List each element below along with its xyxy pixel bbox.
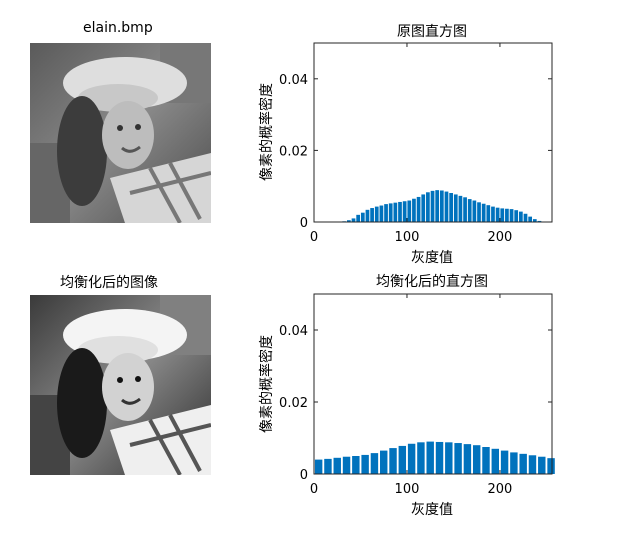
y-tick-label: 0.04 <box>279 324 308 339</box>
histogram-bar <box>463 197 467 222</box>
original-histogram-title: 原图直方图 <box>397 23 467 40</box>
original-histogram-bars <box>342 190 546 222</box>
histogram-bar <box>417 442 425 474</box>
histogram-bar <box>472 200 477 222</box>
histogram-bar <box>500 208 505 222</box>
y-tick-label: 0.02 <box>279 396 308 411</box>
histogram-bar <box>491 448 500 474</box>
histogram-bar <box>500 450 509 474</box>
equalized-histogram: 均衡化后的直方图 0 100 200 0 0.02 0.04 灰度值 像素的概率密度 <box>258 273 555 518</box>
histogram-bar <box>518 211 523 222</box>
original-histogram-ylabel: 像素的概率密度 <box>258 83 275 181</box>
histogram-bar <box>537 220 542 222</box>
histogram-bar <box>370 453 379 474</box>
histogram-bar <box>528 216 533 222</box>
histogram-bar <box>412 198 416 222</box>
histogram-bar <box>389 448 397 474</box>
histogram-bar <box>407 443 416 474</box>
histogram-bar <box>467 199 472 222</box>
original-histogram: 原图直方图 0 100 200 0 0.02 0.04 灰度值 像素的概率密度 <box>258 23 553 266</box>
equalized-histogram-title: 均衡化后的直方图 <box>376 273 488 290</box>
histogram-bar <box>509 209 514 222</box>
histogram-bar <box>416 196 421 222</box>
y-tick-label: 0 <box>300 216 308 231</box>
y-tick-label: 0 <box>300 468 308 483</box>
equalized-histogram-ylabel: 像素的概率密度 <box>258 335 275 433</box>
histogram-bar <box>333 457 341 474</box>
histogram-bar <box>374 206 379 222</box>
equalized-image-title: 均衡化后的图像 <box>60 275 158 291</box>
histogram-bar <box>547 458 555 474</box>
histogram-bar <box>342 456 351 474</box>
histogram-bar <box>538 456 546 474</box>
x-tick-label: 200 <box>488 482 513 497</box>
equalized-histogram-bars <box>314 441 555 474</box>
histogram-bar <box>393 202 398 222</box>
histogram-bar <box>514 210 519 222</box>
x-tick-label: 100 <box>395 482 420 497</box>
histogram-bar <box>351 218 356 222</box>
histogram-bar <box>449 193 453 222</box>
histogram-bar <box>439 190 444 222</box>
x-tick-label: 0 <box>310 230 318 245</box>
histogram-bar <box>445 442 453 474</box>
histogram-bar <box>407 200 412 222</box>
histogram-bar <box>495 207 500 222</box>
histogram-bar <box>426 192 430 222</box>
histogram-bar <box>528 455 537 474</box>
y-tick-label: 0.02 <box>279 144 308 159</box>
histogram-bar <box>430 190 435 222</box>
histogram-bar <box>384 204 388 222</box>
histogram-bar <box>472 445 481 474</box>
histogram-bar <box>435 190 440 222</box>
histogram-bar <box>510 452 518 474</box>
histogram-bar <box>402 201 407 222</box>
histogram-bar <box>454 443 462 474</box>
x-tick-label: 200 <box>488 230 513 245</box>
equalized-histogram-axes <box>313 293 553 475</box>
histogram-bar <box>444 191 449 222</box>
original-histogram-xlabel: 灰度值 <box>411 250 453 266</box>
equalized-histogram-xlabel: 灰度值 <box>411 502 453 518</box>
histogram-bar <box>505 208 509 222</box>
histogram-bar <box>352 456 360 474</box>
histogram-bar <box>523 213 528 222</box>
histogram-bar <box>361 454 369 474</box>
histogram-bar <box>491 206 495 222</box>
histogram-bar <box>360 212 365 222</box>
histogram-bar <box>356 214 361 222</box>
histogram-bar <box>370 208 374 222</box>
histogram-bar <box>477 202 481 222</box>
histogram-bar <box>379 205 384 222</box>
histogram-bar <box>481 203 486 222</box>
histogram-bar <box>398 445 407 474</box>
histogram-bar <box>486 205 491 222</box>
histogram-bar <box>421 194 426 222</box>
histogram-bar <box>458 195 463 222</box>
original-image <box>30 43 211 223</box>
histogram-bar <box>398 201 402 222</box>
histogram-bar <box>388 203 393 222</box>
original-histogram-axes <box>313 42 553 223</box>
histogram-bar <box>314 459 323 474</box>
histogram-bar <box>324 458 332 474</box>
x-tick-label: 0 <box>310 482 318 497</box>
histogram-bar <box>380 450 388 474</box>
histogram-bar <box>435 441 444 474</box>
y-tick-label: 0.04 <box>279 73 308 88</box>
x-tick-label: 100 <box>395 230 420 245</box>
equalized-image <box>30 295 211 475</box>
histogram-bar <box>519 453 527 474</box>
histogram-bar <box>463 444 472 474</box>
histogram-bar <box>482 447 490 474</box>
histogram-bar <box>365 209 370 222</box>
histogram-bar <box>532 219 537 222</box>
original-image-title: elain.bmp <box>83 20 153 36</box>
histogram-bar <box>426 441 434 474</box>
histogram-bar <box>453 194 458 222</box>
histogram-bar <box>347 220 351 222</box>
